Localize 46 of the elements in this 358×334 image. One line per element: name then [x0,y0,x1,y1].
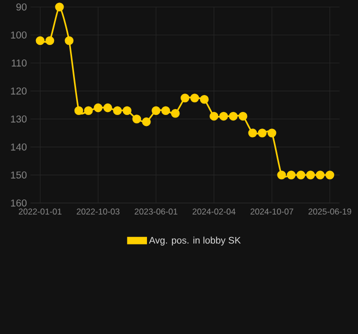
y-tick-label: 110 [12,59,27,67]
point [55,2,64,12]
y-tick-label: 160 [11,199,27,207]
x-tick-label: 2024-10-07 [250,208,294,215]
point [190,94,200,102]
point [248,128,257,138]
point [94,103,102,112]
point [142,117,151,126]
point [210,112,218,121]
y-tick-label: 90 [16,3,27,11]
point [268,128,276,138]
point [219,112,228,121]
point [296,170,306,180]
point [132,114,142,124]
point [152,106,160,115]
x-tick-label: 2022-10-03 [76,208,120,215]
point [122,106,132,115]
point [258,128,267,138]
y-tick-label: 120 [11,87,27,95]
point [74,106,84,115]
legend-label: Avg. pos. in lobby SK [148,236,241,246]
y-tick-label: 140 [11,143,27,151]
point [286,170,296,180]
x-tick-label: 2024-02-04 [192,208,236,215]
point [306,170,315,180]
point [161,106,170,115]
point [170,109,180,118]
point [180,94,190,102]
point [45,36,54,45]
y-tick-label: 100 [11,31,27,39]
point [228,112,238,121]
x-tick-label: 2022-01-01 [18,208,62,215]
x-tick-label: 2025-06-19 [308,208,352,215]
point [36,36,45,45]
y-tick-label: 150 [11,171,27,179]
point [325,170,334,180]
point [316,170,325,180]
point [200,95,209,104]
point [238,112,248,121]
y-tick-label: 130 [11,115,27,123]
point [84,106,93,115]
point [64,36,74,45]
point [277,170,286,180]
point [113,106,122,115]
x-tick-label: 2023-06-01 [134,208,178,215]
point [103,103,112,112]
